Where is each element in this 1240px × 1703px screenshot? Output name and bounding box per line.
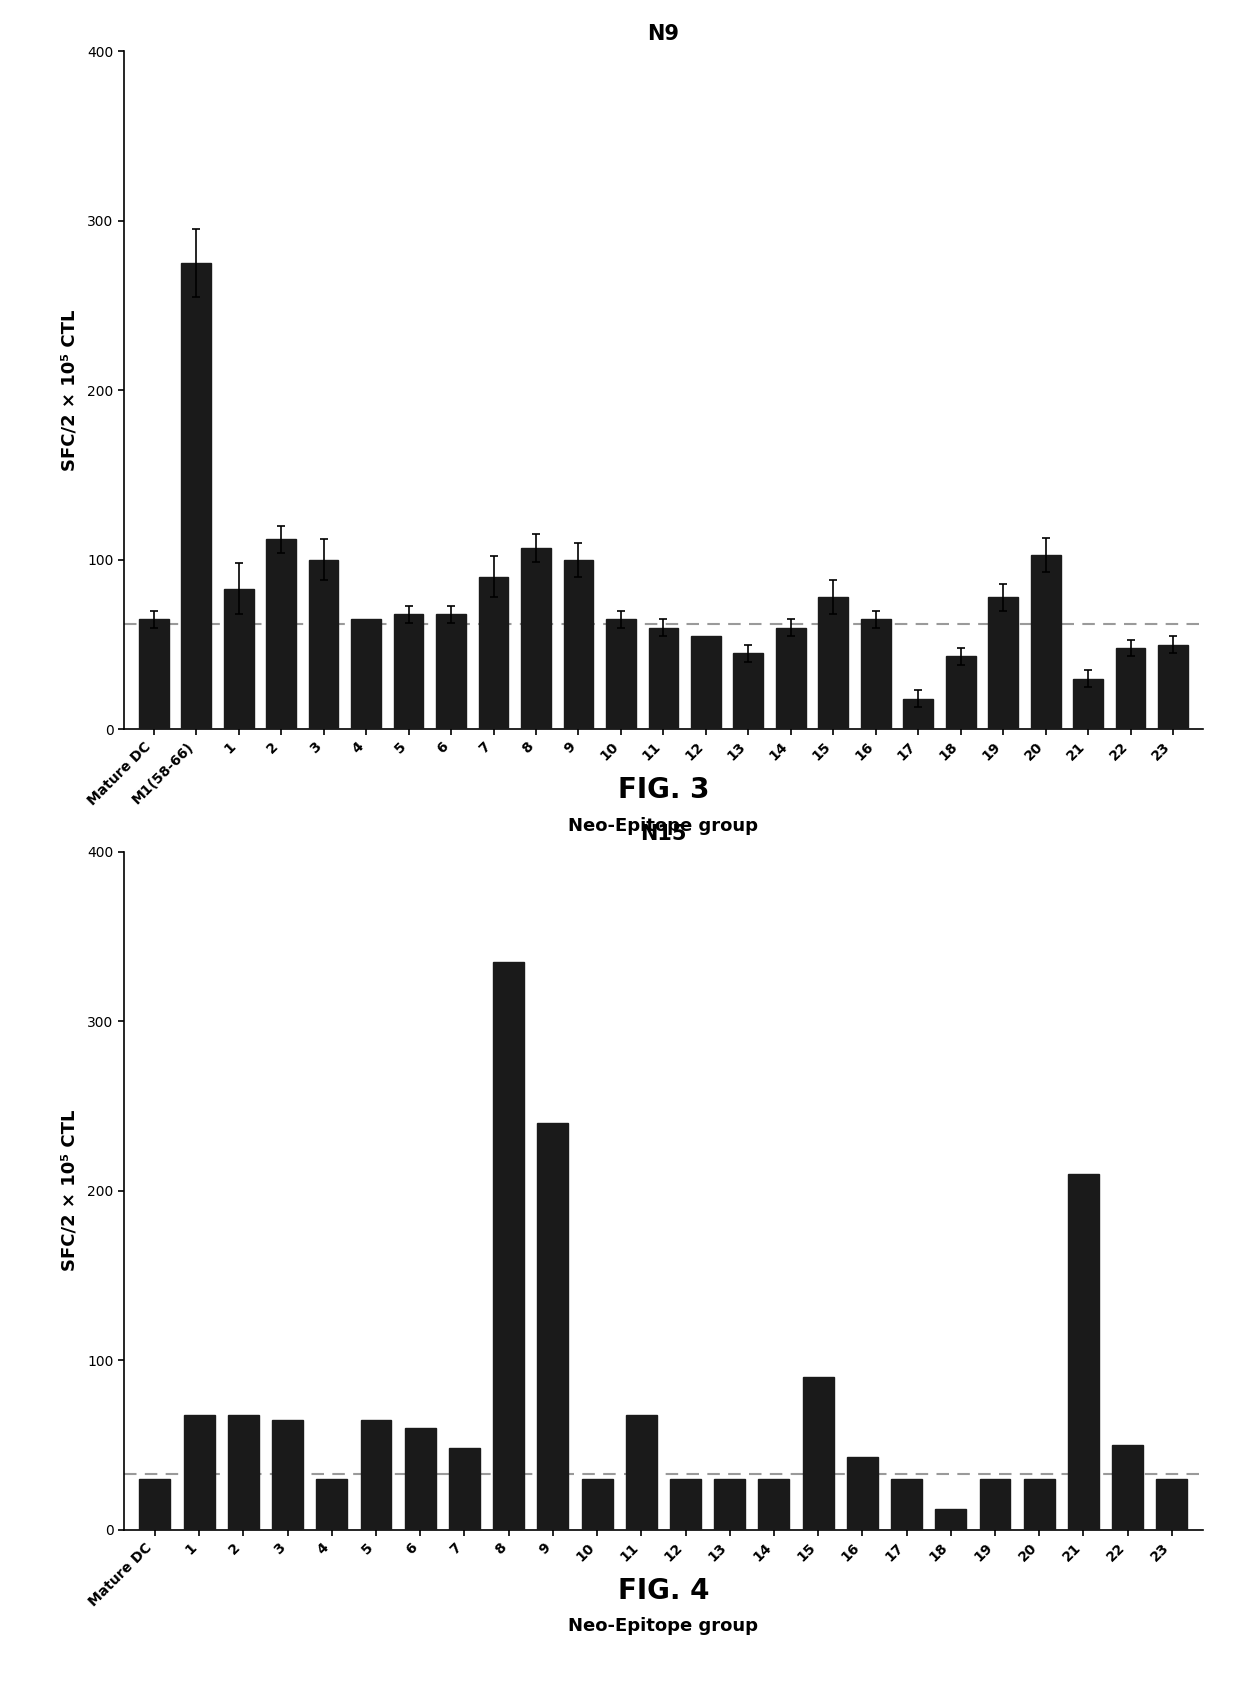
Y-axis label: SFC/2 × 10⁵ CTL: SFC/2 × 10⁵ CTL (61, 310, 79, 472)
Bar (184, 1415, 215, 1529)
Bar (606, 620, 636, 729)
Bar (904, 698, 932, 729)
Bar (139, 1478, 170, 1529)
Bar (892, 1478, 923, 1529)
Bar (649, 628, 678, 729)
Bar (272, 1420, 303, 1529)
Bar (1030, 555, 1060, 729)
Bar (564, 560, 593, 729)
Bar (494, 962, 525, 1529)
Bar (759, 1478, 790, 1529)
Bar (988, 598, 1018, 729)
Bar (1158, 645, 1188, 729)
Bar (436, 615, 466, 729)
Bar (223, 589, 253, 729)
Bar (394, 615, 423, 729)
Text: FIG. 4: FIG. 4 (618, 1577, 709, 1604)
Bar (181, 262, 211, 729)
Bar (1024, 1478, 1055, 1529)
Title: N15: N15 (640, 824, 687, 845)
Text: FIG. 3: FIG. 3 (618, 777, 709, 804)
Bar (670, 1478, 701, 1529)
Bar (714, 1478, 745, 1529)
Bar (734, 652, 763, 729)
Bar (316, 1478, 347, 1529)
Bar (946, 656, 976, 729)
Bar (309, 560, 339, 729)
Bar (776, 628, 806, 729)
Bar (1112, 1446, 1143, 1529)
Y-axis label: SFC/2 × 10⁵ CTL: SFC/2 × 10⁵ CTL (61, 1110, 79, 1272)
Bar (267, 540, 296, 729)
Bar (449, 1449, 480, 1529)
Bar (1068, 1173, 1099, 1529)
Bar (1116, 649, 1146, 729)
Bar (521, 548, 551, 729)
Bar (935, 1509, 966, 1529)
Bar (691, 637, 720, 729)
Bar (228, 1415, 259, 1529)
Bar (479, 577, 508, 729)
Bar (582, 1478, 613, 1529)
Bar (361, 1420, 392, 1529)
Bar (980, 1478, 1011, 1529)
Title: N9: N9 (647, 24, 680, 44)
Bar (1074, 678, 1104, 729)
Bar (626, 1415, 657, 1529)
X-axis label: Neo-Epitope group: Neo-Epitope group (568, 816, 759, 834)
Bar (802, 1378, 833, 1529)
Bar (139, 620, 169, 729)
Bar (847, 1456, 878, 1529)
Bar (537, 1122, 568, 1529)
X-axis label: Neo-Epitope group: Neo-Epitope group (568, 1616, 759, 1635)
Bar (351, 620, 381, 729)
Bar (861, 620, 890, 729)
Bar (404, 1429, 435, 1529)
Bar (818, 598, 848, 729)
Bar (1157, 1478, 1188, 1529)
